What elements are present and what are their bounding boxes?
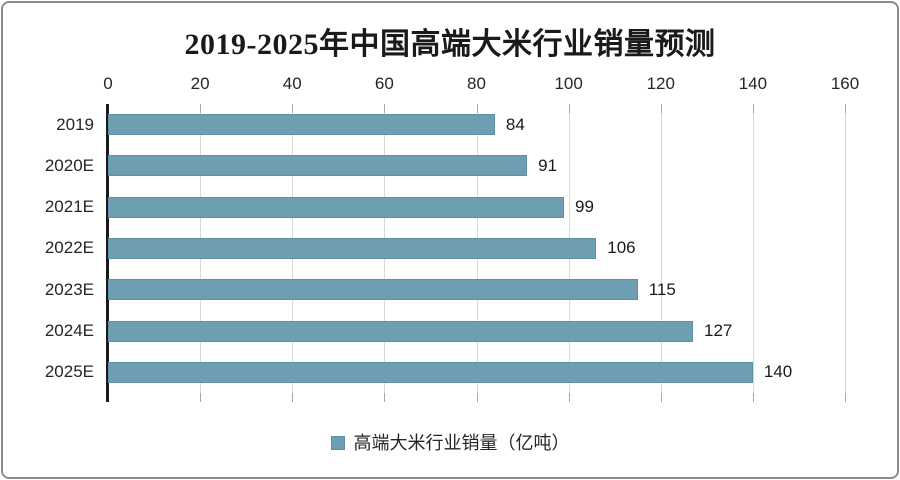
category-label: 2020E: [44, 155, 94, 175]
value-label: 115: [648, 279, 676, 299]
category-label: 2021E: [44, 197, 94, 217]
value-label: 127: [703, 321, 733, 341]
tick-mark-top: [568, 104, 570, 113]
value-label: 99: [575, 197, 594, 217]
x-axis-tick-label: 160: [830, 74, 860, 93]
gridline: [845, 104, 846, 393]
bar: [108, 320, 693, 342]
table-row: 2025E 140: [45, 352, 845, 393]
table-row: 2023E 115: [45, 269, 845, 310]
value-label: 91: [538, 155, 558, 175]
gridline: [752, 104, 754, 393]
tick-mark-bottom: [200, 393, 202, 402]
x-axis-tick-label: 80: [467, 74, 486, 93]
x-axis-tick-label: 20: [190, 74, 210, 93]
y-axis-line: [106, 104, 109, 402]
category-label: 2023E: [44, 279, 94, 299]
gridline: [660, 104, 662, 393]
x-axis-tick-label: 120: [646, 74, 675, 93]
legend: 高端大米行业销量（亿吨）: [3, 429, 897, 455]
x-axis-tick-label: 140: [738, 74, 768, 93]
tick-mark-top: [660, 104, 662, 113]
bar: [108, 114, 495, 136]
x-axis-tick-label: 100: [554, 74, 583, 93]
legend-label: 高端大米行业销量（亿吨）: [353, 433, 570, 453]
tick-mark-top: [845, 104, 846, 113]
tick-mark-bottom: [292, 393, 294, 402]
value-label: 106: [607, 238, 636, 258]
chart-title: 2019-2025年中国高端大米行业销量预测: [184, 28, 716, 61]
plot-area: 0 20 40 60 80 100 120 140 160 2019 84 2020E 91 2021E…: [45, 74, 859, 402]
tick-mark-bottom: [568, 393, 570, 402]
x-axis-tick-label: 60: [374, 74, 394, 93]
table-row: 2019 84: [56, 104, 845, 145]
table-row: 2024E 127: [45, 310, 845, 351]
tick-mark-bottom: [384, 393, 386, 402]
bar: [108, 155, 528, 177]
bar: [108, 361, 753, 383]
bar-rows: 2019 84 2020E 91 2021E 99 2022E 106 2023E 115 2024…: [45, 104, 845, 393]
tick-mark-top: [384, 104, 386, 113]
tick-mark-bottom: [660, 393, 662, 402]
category-label: 2024E: [44, 321, 94, 341]
tick-mark-top: [200, 104, 202, 113]
bar: [108, 279, 638, 301]
value-label: 140: [763, 362, 793, 382]
category-label: 2019: [56, 114, 94, 134]
table-row: 2021E 99: [45, 187, 845, 228]
tick-mark-bottom: [752, 393, 754, 402]
tick-mark-bottom: [845, 393, 846, 402]
legend-swatch-icon: [330, 436, 345, 450]
bar: [108, 196, 565, 218]
category-label: 2022E: [44, 238, 94, 258]
tick-mark-top: [476, 104, 478, 113]
x-axis-tick-label: 0: [103, 74, 113, 93]
category-label: 2025E: [44, 362, 94, 382]
tick-mark-top: [752, 104, 754, 113]
table-row: 2022E 106: [45, 228, 845, 269]
bar: [108, 237, 597, 259]
tick-mark-bottom: [476, 393, 478, 402]
x-axis-tick-label: 40: [282, 74, 302, 93]
tick-mark-top: [292, 104, 294, 113]
table-row: 2020E 91: [45, 145, 845, 186]
value-label: 84: [505, 114, 525, 134]
